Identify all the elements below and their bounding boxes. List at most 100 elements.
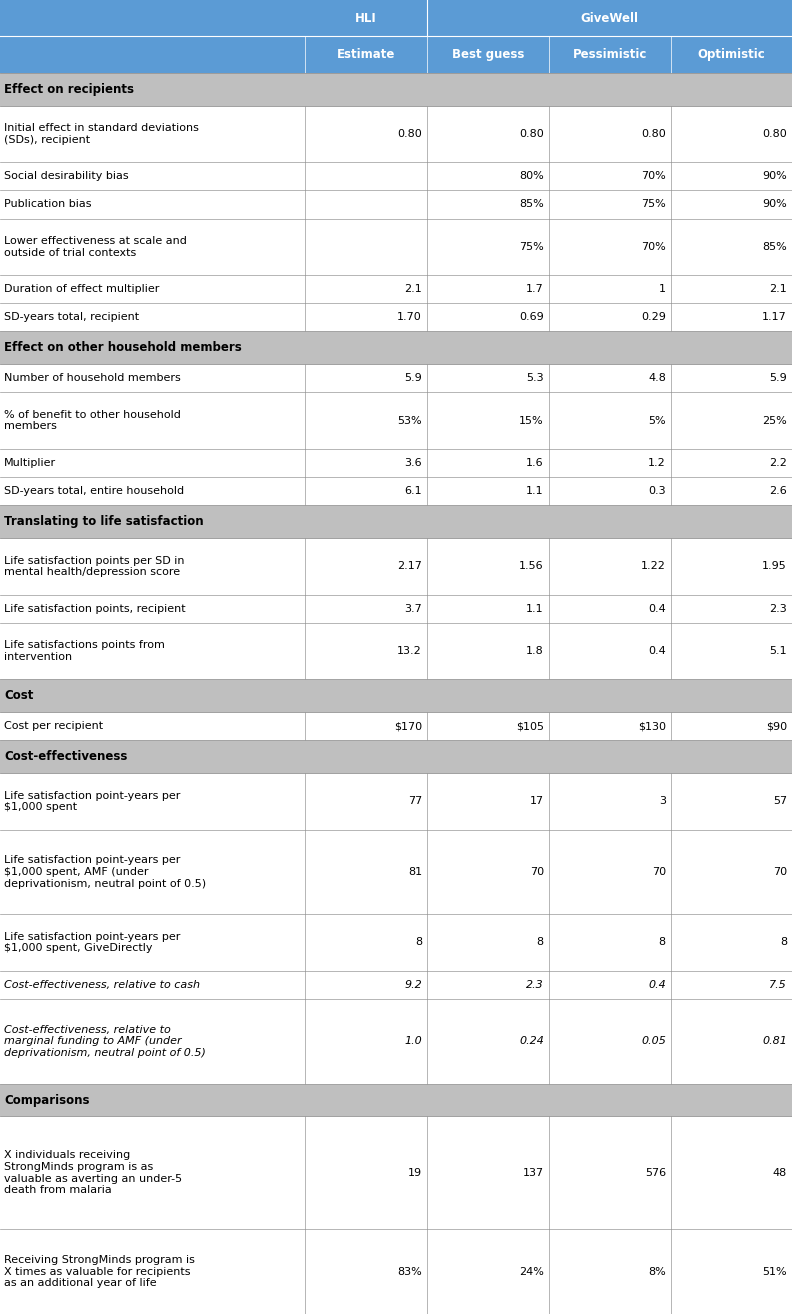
- Text: Life satisfaction points, recipient: Life satisfaction points, recipient: [4, 603, 185, 614]
- Text: Estimate: Estimate: [337, 49, 395, 62]
- Bar: [0, 679, 792, 712]
- Text: Translating to life satisfaction: Translating to life satisfaction: [4, 515, 204, 528]
- Bar: [0, 477, 792, 506]
- Text: 576: 576: [645, 1168, 666, 1177]
- Bar: [0, 595, 792, 623]
- Text: 17: 17: [530, 796, 544, 807]
- Text: Life satisfactions points from
intervention: Life satisfactions points from intervent…: [4, 640, 165, 662]
- Text: 0.4: 0.4: [648, 980, 666, 989]
- Text: 80%: 80%: [519, 171, 544, 181]
- Text: 9.2: 9.2: [404, 980, 422, 989]
- Text: 137: 137: [523, 1168, 544, 1177]
- Bar: [0, 275, 792, 304]
- Text: 3.7: 3.7: [404, 603, 422, 614]
- Bar: [0, 0, 792, 37]
- Text: 53%: 53%: [398, 415, 422, 426]
- Text: $105: $105: [516, 721, 544, 731]
- Bar: [0, 218, 792, 275]
- Text: Best guess: Best guess: [451, 49, 524, 62]
- Bar: [0, 304, 792, 331]
- Text: 1.95: 1.95: [762, 561, 787, 572]
- Text: 57: 57: [773, 796, 787, 807]
- Text: 70%: 70%: [641, 242, 666, 252]
- Text: 1.22: 1.22: [641, 561, 666, 572]
- Text: 2.2: 2.2: [769, 459, 787, 468]
- Text: 8: 8: [415, 937, 422, 947]
- Bar: [0, 37, 792, 72]
- Bar: [0, 506, 792, 539]
- Text: HLI: HLI: [355, 12, 377, 25]
- Text: 19: 19: [408, 1168, 422, 1177]
- Text: Life satisfaction point-years per
$1,000 spent, AMF (under
deprivationism, neutr: Life satisfaction point-years per $1,000…: [4, 855, 206, 888]
- Text: 15%: 15%: [520, 415, 544, 426]
- Text: 2.3: 2.3: [769, 603, 787, 614]
- Text: 1.1: 1.1: [526, 603, 544, 614]
- Text: 8: 8: [780, 937, 787, 947]
- Text: 0.69: 0.69: [519, 313, 544, 322]
- Text: Cost-effectiveness, relative to
marginal funding to AMF (under
deprivationism, n: Cost-effectiveness, relative to marginal…: [4, 1025, 206, 1058]
- Text: 81: 81: [408, 867, 422, 876]
- Bar: [0, 1117, 792, 1230]
- Text: 83%: 83%: [397, 1267, 422, 1277]
- Text: Number of household members: Number of household members: [4, 373, 181, 384]
- Bar: [0, 773, 792, 829]
- Bar: [0, 623, 792, 679]
- Text: 70%: 70%: [641, 171, 666, 181]
- Text: % of benefit to other household
members: % of benefit to other household members: [4, 410, 181, 431]
- Text: 85%: 85%: [519, 200, 544, 209]
- Text: Receiving StrongMinds program is
X times as valuable for recipients
as an additi: Receiving StrongMinds program is X times…: [4, 1255, 195, 1288]
- Text: Duration of effect multiplier: Duration of effect multiplier: [4, 284, 159, 294]
- Text: 4.8: 4.8: [648, 373, 666, 384]
- Text: 0.81: 0.81: [762, 1037, 787, 1046]
- Text: 1.6: 1.6: [526, 459, 544, 468]
- Text: 51%: 51%: [763, 1267, 787, 1277]
- Text: Effect on recipients: Effect on recipients: [4, 83, 134, 96]
- Text: 1.2: 1.2: [648, 459, 666, 468]
- Text: Multiplier: Multiplier: [4, 459, 56, 468]
- Bar: [0, 191, 792, 218]
- Bar: [0, 105, 792, 162]
- Text: X individuals receiving
StrongMinds program is as
valuable as averting an under-: X individuals receiving StrongMinds prog…: [4, 1151, 182, 1196]
- Text: 0.80: 0.80: [641, 129, 666, 139]
- Text: 5.9: 5.9: [769, 373, 787, 384]
- Text: Optimistic: Optimistic: [698, 49, 765, 62]
- Text: 5.9: 5.9: [404, 373, 422, 384]
- Text: 0.80: 0.80: [397, 129, 422, 139]
- Bar: [0, 364, 792, 393]
- Bar: [0, 1084, 792, 1117]
- Bar: [0, 162, 792, 191]
- Text: 1.7: 1.7: [526, 284, 544, 294]
- Text: 13.2: 13.2: [397, 646, 422, 656]
- Text: 6.1: 6.1: [404, 486, 422, 497]
- Bar: [0, 72, 792, 105]
- Bar: [0, 1230, 792, 1314]
- Text: Pessimistic: Pessimistic: [573, 49, 647, 62]
- Text: 70: 70: [773, 867, 787, 876]
- Text: 2.17: 2.17: [397, 561, 422, 572]
- Text: 5.1: 5.1: [769, 646, 787, 656]
- Text: 77: 77: [408, 796, 422, 807]
- Text: 48: 48: [773, 1168, 787, 1177]
- Text: SD-years total, recipient: SD-years total, recipient: [4, 313, 139, 322]
- Text: 8: 8: [659, 937, 666, 947]
- Text: 1.70: 1.70: [397, 313, 422, 322]
- Text: Cost: Cost: [4, 690, 33, 702]
- Text: 3: 3: [659, 796, 666, 807]
- Text: 5%: 5%: [648, 415, 666, 426]
- Text: SD-years total, entire household: SD-years total, entire household: [4, 486, 184, 497]
- Bar: [0, 999, 792, 1084]
- Text: Cost-effectiveness: Cost-effectiveness: [4, 750, 128, 763]
- Text: Effect on other household members: Effect on other household members: [4, 342, 242, 355]
- Text: 2.6: 2.6: [769, 486, 787, 497]
- Bar: [0, 915, 792, 971]
- Text: 1.56: 1.56: [520, 561, 544, 572]
- Text: 75%: 75%: [519, 242, 544, 252]
- Text: 0.80: 0.80: [762, 129, 787, 139]
- Text: 24%: 24%: [519, 1267, 544, 1277]
- Text: 1: 1: [659, 284, 666, 294]
- Text: Life satisfaction point-years per
$1,000 spent: Life satisfaction point-years per $1,000…: [4, 791, 181, 812]
- Text: 0.24: 0.24: [519, 1037, 544, 1046]
- Text: 7.5: 7.5: [769, 980, 787, 989]
- Text: 70: 70: [652, 867, 666, 876]
- Bar: [0, 971, 792, 999]
